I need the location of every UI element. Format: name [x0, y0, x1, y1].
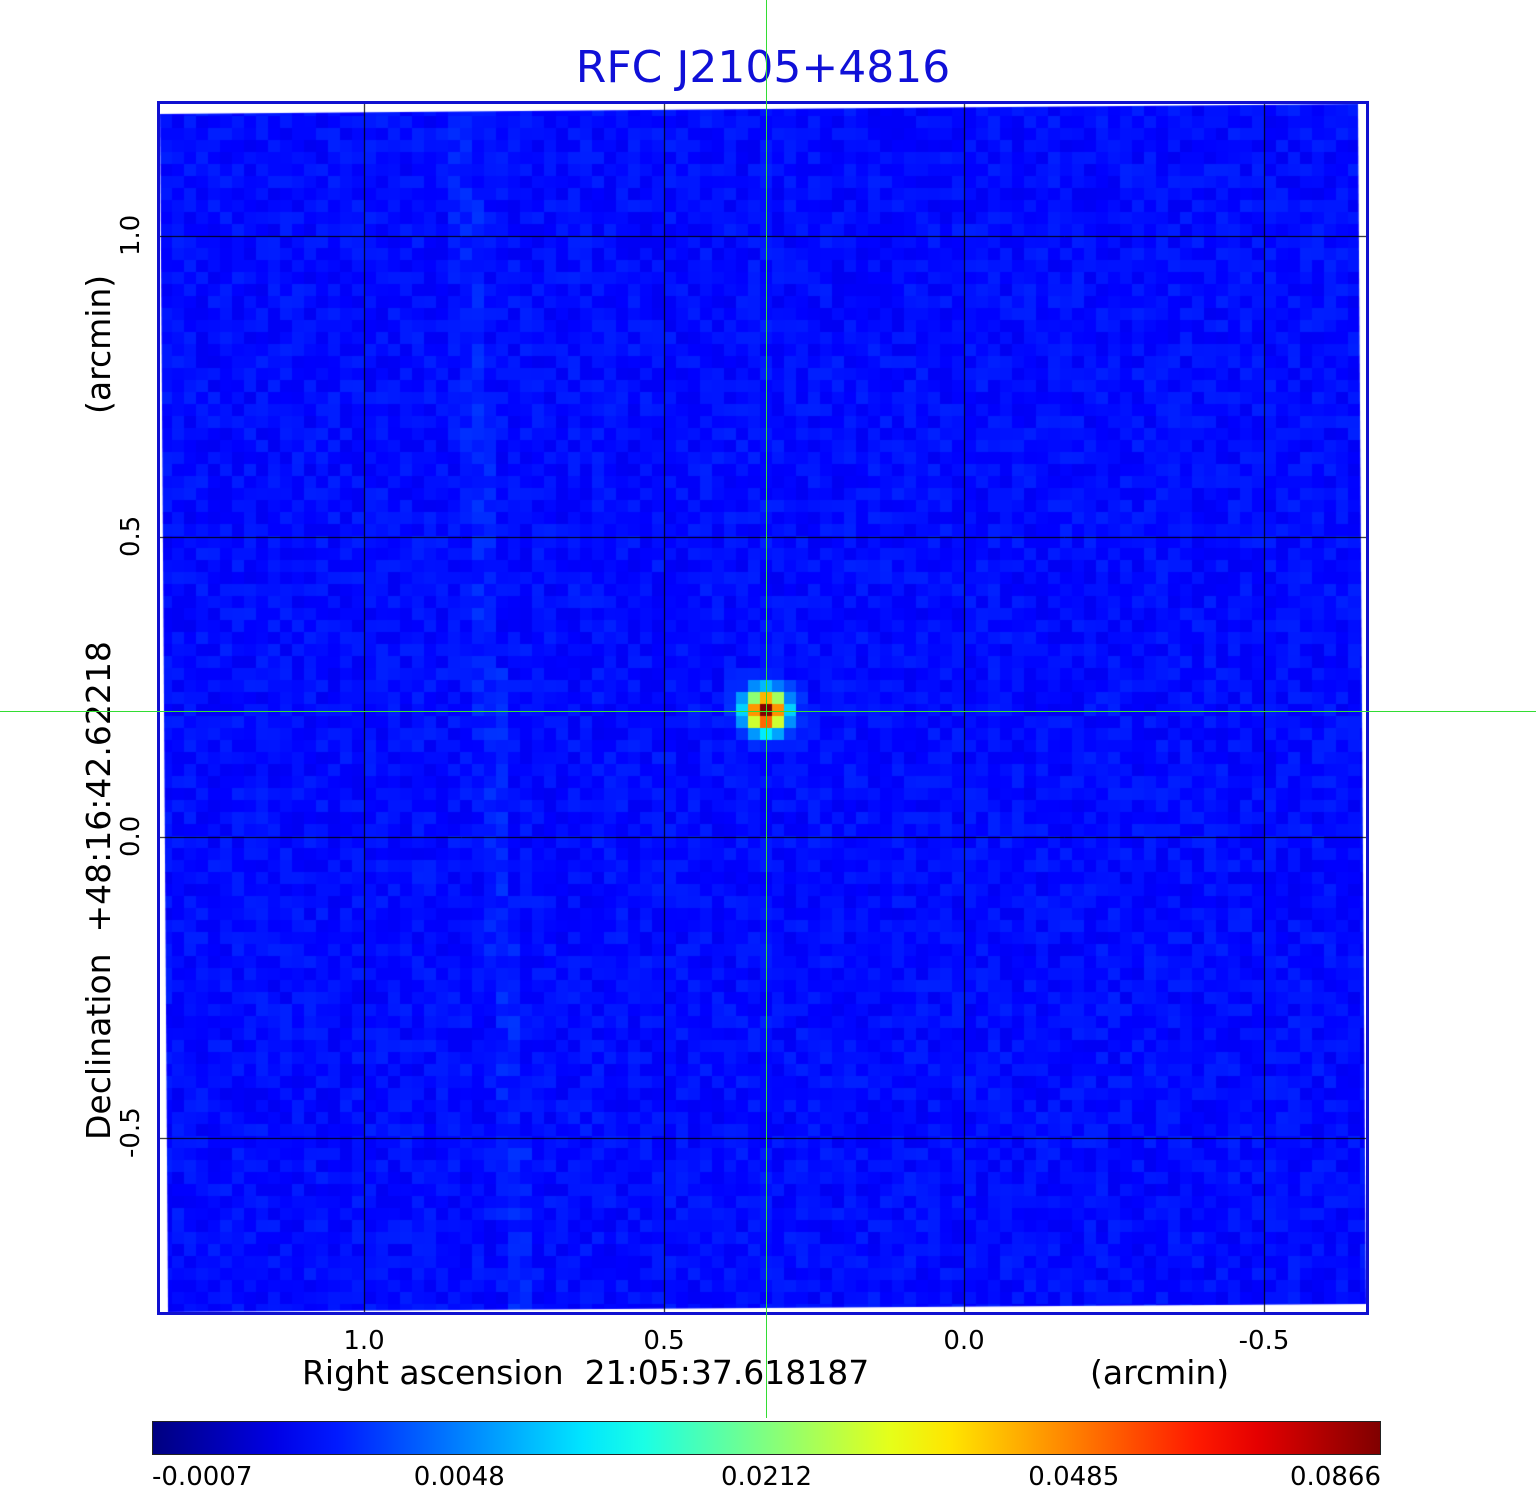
x-tick-label: 0.5	[643, 1326, 685, 1356]
colorbar-label: 0.0866	[1290, 1462, 1381, 1492]
radio-map-image[interactable]	[160, 104, 1366, 1312]
crosshair-vertical[interactable]	[766, 0, 767, 1418]
y-tick-label: 0.0	[116, 815, 146, 858]
image-title: RFC J2105+4816	[575, 42, 951, 93]
y-tick-label: -0.5	[116, 1106, 146, 1158]
y-tick-label: 0.5	[116, 515, 146, 557]
y-axis-label: Declination +48:16:42.62218	[79, 641, 118, 1140]
colorbar[interactable]	[152, 1421, 1381, 1455]
colorbar-label: 0.0485	[1028, 1462, 1120, 1492]
y-axis-unit: (arcmin)	[79, 274, 118, 414]
crosshair-horizontal[interactable]	[0, 711, 1536, 712]
y-tick-label: 1.0	[116, 214, 146, 257]
x-tick-label: 0.0	[943, 1326, 985, 1356]
x-axis-label: Right ascension 21:05:37.618187	[302, 1353, 870, 1392]
x-tick-label: 1.0	[343, 1326, 385, 1356]
colorbar-label: 0.0048	[413, 1462, 505, 1492]
sky-image-panel[interactable]	[157, 101, 1369, 1315]
colorbar-label: -0.0007	[152, 1462, 253, 1492]
x-axis-unit: (arcmin)	[1090, 1353, 1230, 1392]
colorbar-label: 0.0212	[721, 1462, 812, 1492]
x-tick-label: -0.5	[1238, 1326, 1290, 1356]
